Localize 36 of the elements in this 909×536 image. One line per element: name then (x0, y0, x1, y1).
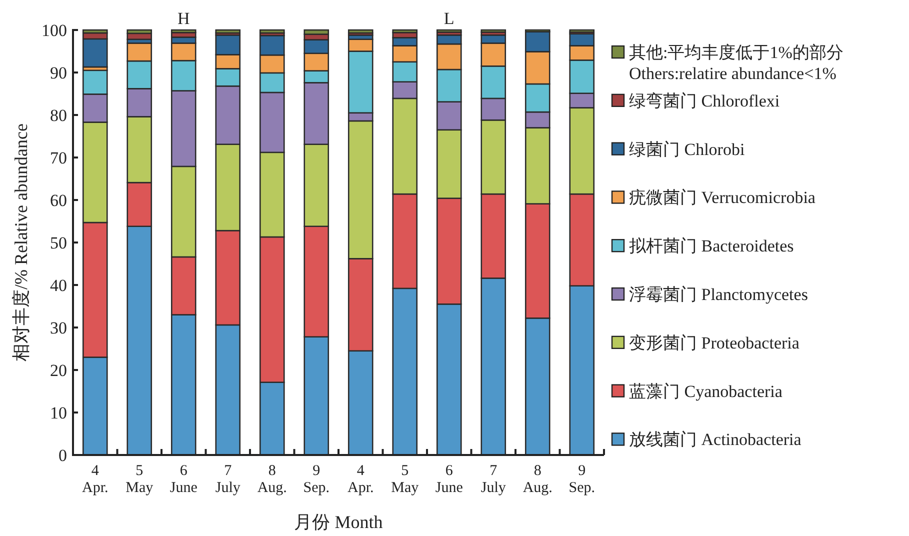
x-tick-label: 4 Apr. (82, 463, 108, 496)
legend-label: 拟杆菌门 Bacteroidetes (629, 236, 794, 256)
legend-label: 放线菌门 Actinobacteria (629, 430, 802, 450)
y-tick-label: 60 (50, 191, 67, 210)
x-tick-label: 5 May (126, 463, 154, 496)
y-tick-label: 80 (50, 106, 67, 125)
y-tick-label: 70 (50, 148, 67, 168)
text: L (444, 9, 454, 28)
x-axis-title: 月份 Month (294, 512, 383, 532)
x-tick-label: 7 July (480, 463, 506, 496)
y-tick-label: 30 (50, 318, 67, 338)
y-tick-label: 90 (50, 64, 67, 82)
legend-label: 变形菌门 Proteobacteria (629, 333, 800, 352)
y-axis-title: 相对丰度/% Relative abundance (11, 124, 31, 362)
x-tick-label: 7 July (215, 463, 241, 496)
legend-label: 其他:平均丰度低于1%的部分 Others:relatire abundance<1% (629, 43, 844, 83)
y-tick-label: 0 (58, 446, 67, 465)
x-tick-label: 8 Aug. (257, 463, 287, 496)
x-tick-label: 8 Aug. (522, 463, 552, 496)
y-tick-label: 50 (50, 234, 67, 252)
x-tick-label: 5 May (391, 463, 420, 496)
y-tick-label: 40 (50, 276, 67, 295)
x-tick-label: 6 June (170, 463, 198, 496)
legend-label: 绿弯菌门 Chloroflexi (629, 91, 780, 110)
x-tick-label: 6 June (435, 463, 464, 496)
legend-label: 疣微菌门 Verrucomicrobia (629, 188, 816, 208)
x-tick-label: 9 Sep. (568, 463, 595, 496)
x-tick-label: 4 Apr. (348, 463, 374, 496)
legend-label: 蓝藻门 Cyanobacteria (629, 382, 783, 401)
text: H (177, 9, 190, 28)
legend-label: 浮霉菌门 Planctomycetes (629, 285, 808, 304)
y-tick-label: 20 (50, 361, 67, 380)
y-tick-label: 10 (50, 404, 67, 422)
y-tick-label: 100 (42, 21, 67, 40)
x-tick-label: 9 Sep. (303, 463, 330, 496)
legend-label: 绿菌门 Chlorobi (629, 140, 745, 159)
